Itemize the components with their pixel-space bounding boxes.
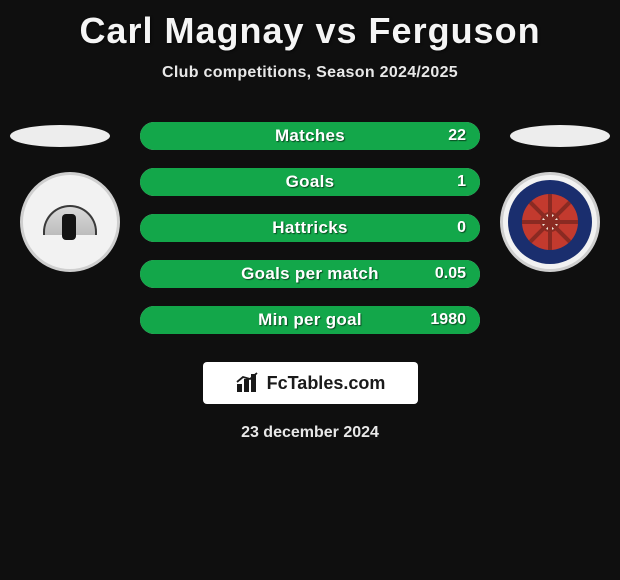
stat-row: Hattricks 0 [140, 214, 480, 242]
shadow-ellipse-left [10, 125, 110, 147]
club-badge-right [500, 172, 600, 272]
club-badge-left [20, 172, 120, 272]
stat-row: Min per goal 1980 [140, 306, 480, 334]
stat-value-right: 0 [457, 219, 466, 237]
stat-label: Matches [275, 126, 345, 146]
stat-value-right: 22 [448, 127, 466, 145]
stat-value-right: 1980 [430, 311, 466, 329]
bar-chart-icon [235, 372, 261, 394]
page-title: Carl Magnay vs Ferguson [0, 0, 620, 52]
stat-label: Min per goal [258, 310, 362, 330]
hartlepool-crest-icon [508, 180, 592, 264]
stat-label: Hattricks [272, 218, 347, 238]
page-subtitle: Club competitions, Season 2024/2025 [0, 64, 620, 82]
stat-row: Goals 1 [140, 168, 480, 196]
stat-row: Goals per match 0.05 [140, 260, 480, 288]
stat-row: Matches 22 [140, 122, 480, 150]
stat-value-right: 1 [457, 173, 466, 191]
stat-value-right: 0.05 [435, 265, 466, 283]
stat-label: Goals per match [241, 264, 379, 284]
gateshead-crest-icon [30, 182, 110, 262]
shadow-ellipse-right [510, 125, 610, 147]
stats-container: Matches 22 Goals 1 Hattricks 0 Goals per match… [140, 122, 480, 334]
footer-brand-logo[interactable]: FcTables.com [203, 362, 418, 404]
footer-brand-text: FcTables.com [267, 373, 386, 394]
stat-label: Goals [286, 172, 335, 192]
footer-date: 23 december 2024 [0, 424, 620, 442]
